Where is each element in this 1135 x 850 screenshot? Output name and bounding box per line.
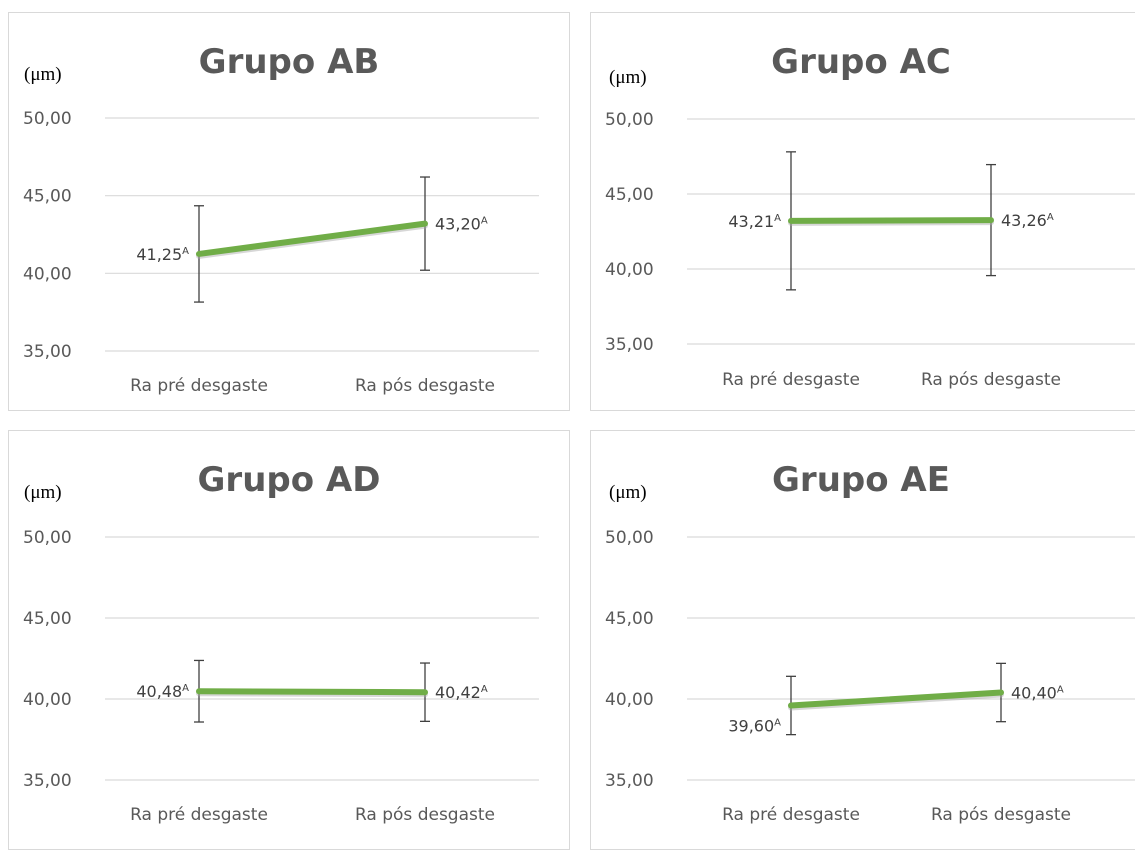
y-tick-label: 50,00 bbox=[23, 109, 72, 129]
x-category-label: Ra pré desgaste bbox=[722, 805, 860, 825]
y-tick-label: 40,00 bbox=[23, 264, 72, 284]
chart-panel-ab: Grupo AB (μm) 35,00 40,00 45,00 50,00 Ra pré d… bbox=[8, 12, 570, 411]
y-unit-label: (μm) bbox=[609, 482, 647, 503]
series-line bbox=[196, 688, 428, 696]
x-category-label: Ra pós desgaste bbox=[355, 805, 495, 825]
y-tick-label: 45,00 bbox=[23, 187, 72, 207]
x-category-label: Ra pós desgaste bbox=[355, 376, 495, 396]
x-category-label: Ra pós desgaste bbox=[931, 805, 1071, 825]
y-tick-label: 35,00 bbox=[23, 342, 72, 362]
x-category-label: Ra pré desgaste bbox=[722, 370, 860, 390]
data-label: 40,40A bbox=[1011, 684, 1064, 703]
chart-panel-ad: Grupo AD (μm) 35,00 40,00 45,00 50,00 Ra pré d… bbox=[8, 430, 570, 850]
y-tick-label: 50,00 bbox=[605, 110, 654, 130]
data-label: 43,26A bbox=[1001, 211, 1054, 230]
y-tick-label: 40,00 bbox=[605, 690, 654, 710]
chart-title-ac: Grupo AC bbox=[771, 42, 951, 82]
y-tick-label: 35,00 bbox=[23, 771, 72, 791]
series-line bbox=[196, 220, 428, 257]
x-category-label: Ra pré desgaste bbox=[130, 805, 268, 825]
chart-title-ab: Grupo AB bbox=[199, 42, 380, 82]
data-label: 39,60A bbox=[728, 716, 781, 735]
chart-panel-ac: Grupo AC (μm) 35,00 40,00 45,00 50,00 Ra pré d… bbox=[590, 12, 1135, 411]
y-unit-label: (μm) bbox=[24, 64, 62, 85]
y-tick-label: 35,00 bbox=[605, 771, 654, 791]
chart-svg-ab: Grupo AB (μm) 35,00 40,00 45,00 50,00 Ra pré d… bbox=[23, 42, 539, 396]
y-tick-label: 40,00 bbox=[23, 690, 72, 710]
y-tick-label: 45,00 bbox=[605, 609, 654, 629]
chart-svg-ac: Grupo AC (μm) 35,00 40,00 45,00 50,00 Ra pré d… bbox=[605, 42, 1135, 390]
y-tick-label: 50,00 bbox=[23, 528, 72, 548]
y-tick-label: 45,00 bbox=[605, 185, 654, 205]
data-label: 43,21A bbox=[728, 212, 781, 231]
y-tick-label: 50,00 bbox=[605, 528, 654, 548]
y-tick-label: 45,00 bbox=[23, 609, 72, 629]
series-line bbox=[788, 689, 1004, 709]
chart-panel-ae: Grupo AE (μm) 35,00 40,00 45,00 50,00 Ra pré d… bbox=[590, 430, 1135, 850]
chart-svg-ad: Grupo AD (μm) 35,00 40,00 45,00 50,00 Ra pré d… bbox=[23, 460, 539, 825]
y-tick-label: 35,00 bbox=[605, 335, 654, 355]
data-label: 43,20A bbox=[435, 215, 488, 234]
x-category-label: Ra pós desgaste bbox=[921, 370, 1061, 390]
y-unit-label: (μm) bbox=[609, 67, 647, 88]
chart-title-ae: Grupo AE bbox=[772, 460, 950, 500]
series-line bbox=[788, 217, 994, 224]
data-label: 40,42A bbox=[435, 683, 488, 702]
y-unit-label: (μm) bbox=[24, 482, 62, 503]
data-label: 41,25A bbox=[136, 245, 189, 264]
y-tick-label: 40,00 bbox=[605, 260, 654, 280]
x-category-label: Ra pré desgaste bbox=[130, 376, 268, 396]
chart-title-ad: Grupo AD bbox=[198, 460, 381, 500]
data-label: 40,48A bbox=[136, 682, 189, 701]
chart-svg-ae: Grupo AE (μm) 35,00 40,00 45,00 50,00 Ra pré d… bbox=[605, 460, 1135, 825]
